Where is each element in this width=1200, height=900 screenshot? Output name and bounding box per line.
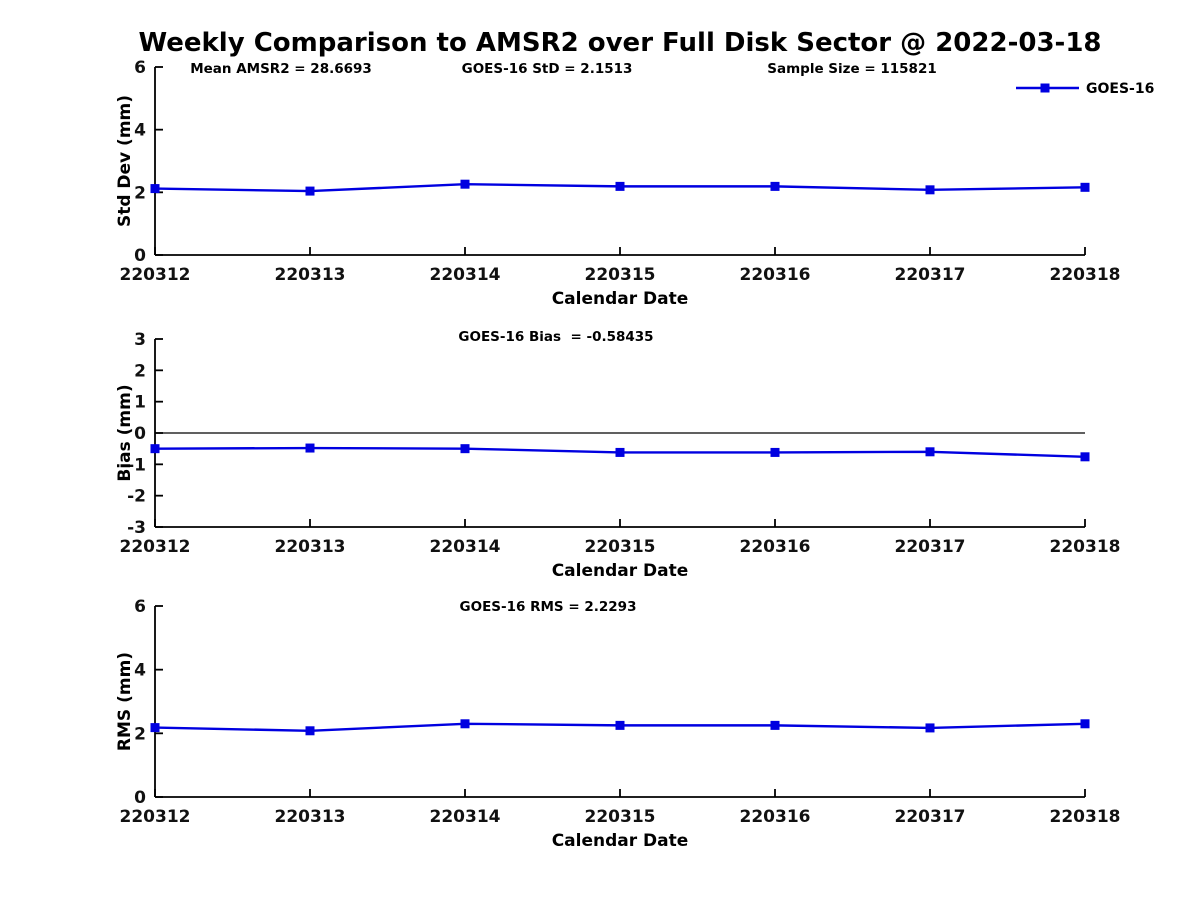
x-tick-label: 220317	[895, 265, 966, 285]
x-tick-label: 220315	[585, 265, 656, 285]
x-tick-label: 220317	[895, 537, 966, 557]
annotation: GOES-16 StD = 2.1513	[462, 61, 633, 77]
x-tick-label: 220316	[740, 265, 811, 285]
data-point-marker	[150, 723, 160, 733]
y-tick-label: 0	[134, 424, 146, 444]
y-tick-label: -1	[127, 455, 146, 475]
y-tick-label: 2	[134, 361, 146, 381]
x-tick-label: 220313	[275, 537, 346, 557]
data-point-marker	[615, 447, 625, 457]
data-point-marker	[925, 723, 935, 733]
x-tick-label: 220318	[1050, 265, 1121, 285]
legend-label: GOES-16	[1086, 81, 1154, 97]
x-tick-label: 220314	[430, 537, 501, 557]
x-tick-label: 220318	[1050, 807, 1121, 827]
legend: GOES-16	[1016, 81, 1154, 97]
data-point-marker	[305, 443, 315, 453]
y-tick-label: 2	[134, 183, 146, 203]
x-axis-title: Calendar Date	[552, 561, 689, 581]
x-tick-label: 220314	[430, 807, 501, 827]
x-tick-label: 220312	[120, 537, 191, 557]
x-tick-label: 220313	[275, 807, 346, 827]
y-axis-title: Bias (mm)	[115, 384, 135, 481]
data-point-marker	[615, 720, 625, 730]
x-tick-label: 220316	[740, 807, 811, 827]
x-tick-label: 220312	[120, 265, 191, 285]
x-tick-label: 220316	[740, 537, 811, 557]
y-tick-label: 4	[134, 661, 146, 681]
data-point-marker	[1080, 719, 1090, 729]
annotation: GOES-16 Bias = -0.58435	[458, 329, 653, 345]
x-tick-label: 220313	[275, 265, 346, 285]
y-tick-label: 1	[134, 393, 146, 413]
x-axis-title: Calendar Date	[552, 831, 689, 851]
data-point-marker	[770, 447, 780, 457]
data-point-marker	[460, 444, 470, 454]
y-tick-label: 0	[134, 246, 146, 266]
page-title: Weekly Comparison to AMSR2 over Full Dis…	[138, 28, 1102, 58]
data-point-marker	[460, 179, 470, 189]
y-tick-label: -3	[127, 518, 146, 538]
y-tick-label: 4	[134, 121, 146, 141]
y-tick-label: 6	[134, 597, 146, 617]
y-tick-label: 3	[134, 330, 146, 350]
x-tick-label: 220314	[430, 265, 501, 285]
y-tick-label: -2	[127, 487, 146, 507]
y-tick-label: 0	[134, 788, 146, 808]
plot-std-dev: 0 2 4 6 220312 220313 220314 220315 220316 220317…	[115, 58, 1154, 309]
data-point-marker	[615, 181, 625, 191]
annotation: GOES-16 RMS = 2.2293	[460, 599, 637, 615]
legend-marker	[1040, 83, 1050, 93]
x-tick-label: 220317	[895, 807, 966, 827]
x-axis-title: Calendar Date	[552, 289, 689, 309]
y-tick-label: 6	[134, 58, 146, 78]
data-point-marker	[925, 447, 935, 457]
x-tick-label: 220315	[585, 537, 656, 557]
data-point-marker	[770, 720, 780, 730]
x-tick-label: 220318	[1050, 537, 1121, 557]
annotation: Mean AMSR2 = 28.6693	[190, 61, 372, 77]
x-tick-label: 220312	[120, 807, 191, 827]
y-axis-title: RMS (mm)	[115, 652, 135, 751]
y-axis-title: Std Dev (mm)	[115, 95, 135, 227]
data-point-marker	[305, 726, 315, 736]
data-point-marker	[460, 719, 470, 729]
annotation: Sample Size = 115821	[767, 61, 936, 77]
data-point-marker	[150, 444, 160, 454]
data-point-marker	[305, 186, 315, 196]
x-tick-label: 220315	[585, 807, 656, 827]
data-point-marker	[1080, 182, 1090, 192]
data-point-marker	[925, 185, 935, 195]
plot-rms: 0 2 4 6 220312 220313 220314 220315 220316 220317…	[115, 597, 1120, 851]
y-tick-label: 2	[134, 724, 146, 744]
data-point-marker	[150, 184, 160, 194]
plot-bias: -3 -2 -1 0 1 2 3 220312 220313 220314 220315 220316…	[115, 329, 1120, 581]
data-point-marker	[1080, 452, 1090, 462]
data-point-marker	[770, 181, 780, 191]
